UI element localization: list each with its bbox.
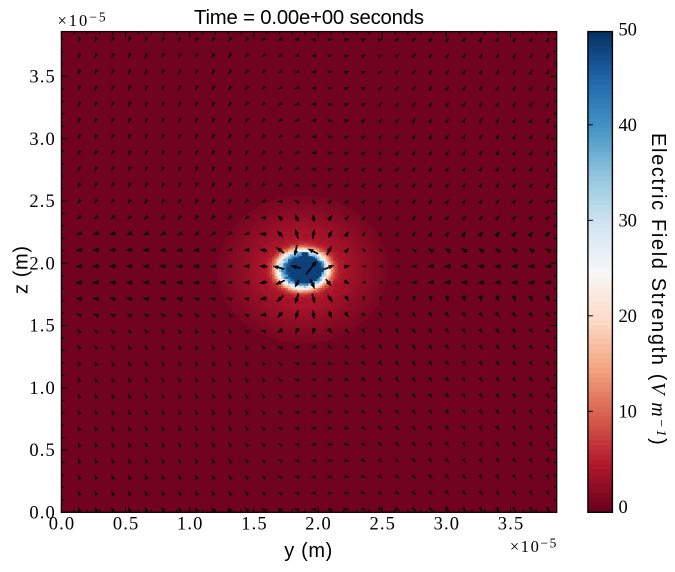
svg-text:3.0: 3.0	[434, 515, 459, 535]
svg-text:50: 50	[619, 21, 637, 41]
svg-text:1.0: 1.0	[177, 515, 202, 535]
svg-text:10: 10	[619, 403, 637, 423]
svg-text:Time = 0.00e+00 seconds: Time = 0.00e+00 seconds	[194, 7, 424, 29]
svg-text:0: 0	[619, 498, 628, 518]
svg-text:0.0: 0.0	[29, 504, 54, 524]
svg-text:2.5: 2.5	[29, 192, 54, 212]
svg-text:3.5: 3.5	[498, 515, 523, 535]
svg-text:0.5: 0.5	[113, 515, 138, 535]
svg-text:2.5: 2.5	[370, 515, 395, 535]
svg-text:0.0: 0.0	[49, 515, 74, 535]
svg-text:y (m): y (m)	[284, 540, 332, 562]
svg-text:2.0: 2.0	[29, 254, 54, 274]
svg-text:20: 20	[619, 307, 637, 327]
svg-text:1.5: 1.5	[29, 317, 54, 337]
svg-text:Electric Field Strength (V m−1: Electric Field Strength (V m−1)	[647, 133, 669, 446]
svg-text:2.0: 2.0	[305, 515, 330, 535]
svg-text:1.0: 1.0	[29, 379, 54, 399]
svg-text:40: 40	[619, 116, 637, 136]
svg-text:z (m): z (m)	[11, 246, 33, 294]
svg-text:1.5: 1.5	[241, 515, 266, 535]
svg-text:0.5: 0.5	[29, 441, 54, 461]
svg-text:3.0: 3.0	[29, 130, 54, 150]
svg-text:30: 30	[619, 212, 637, 232]
svg-text:3.5: 3.5	[29, 68, 54, 88]
